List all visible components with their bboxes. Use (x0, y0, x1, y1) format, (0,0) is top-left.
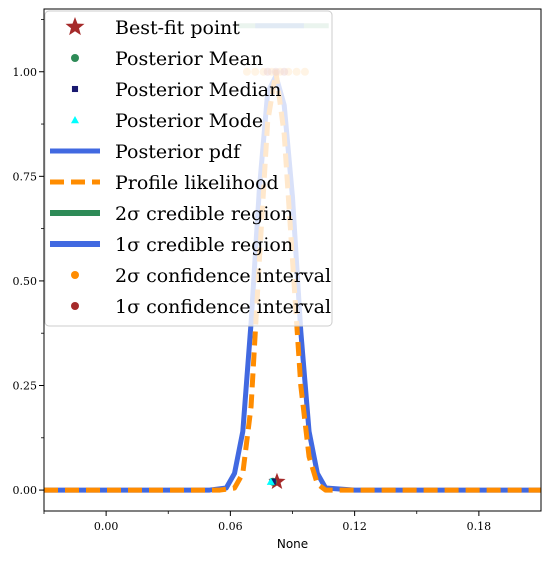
legend-handle-2 (71, 85, 79, 93)
legend-label-7: 1σ credible region (115, 234, 293, 256)
point-star-0 (268, 472, 286, 489)
y-tick-label-0: 0.00 (13, 484, 38, 497)
x-tick-label-2: 0.12 (342, 520, 367, 533)
legend-handle-3 (71, 116, 79, 124)
legend-label-8: 2σ confidence interval (115, 265, 331, 287)
legend-label-9: 1σ confidence interval (115, 296, 331, 318)
x-tick-label-1: 0.06 (218, 520, 243, 533)
y-tick-label-3: 0.75 (13, 170, 38, 183)
legend-handle-9 (71, 302, 79, 310)
legend-label-4: Posterior pdf (115, 141, 242, 163)
legend: Best-fit point Posterior Mean Posterior Me… (44, 10, 333, 327)
legend-handle-8 (71, 271, 79, 279)
y-tick-label-1: 0.25 (13, 380, 38, 393)
point-triangle-3 (266, 477, 275, 485)
x-axis-title: None (277, 537, 308, 551)
axes-layer: 0.00 0.06 0.12 0.18 0.00 0.25 0.50 0.75 1.00 None (13, 8, 542, 551)
legend-handle-0 (65, 17, 85, 36)
legend-label-2: Posterior Median (115, 79, 281, 101)
x-tick-label-3: 0.18 (467, 520, 492, 533)
legend-label-1: Posterior Mean (115, 48, 263, 70)
legend-box (44, 10, 333, 327)
y-tick-label-4: 1.00 (13, 66, 38, 79)
legend-label-0: Best-fit point (115, 17, 240, 39)
legend-label-3: Posterior Mode (115, 110, 263, 132)
x-tick-label-0: 0.00 (94, 520, 119, 533)
legend-label-6: 2σ credible region (115, 203, 293, 225)
legend-handle-1 (71, 54, 79, 62)
legend-label-5: Profile likelihood (115, 172, 279, 194)
y-tick-label-2: 0.50 (13, 275, 38, 288)
